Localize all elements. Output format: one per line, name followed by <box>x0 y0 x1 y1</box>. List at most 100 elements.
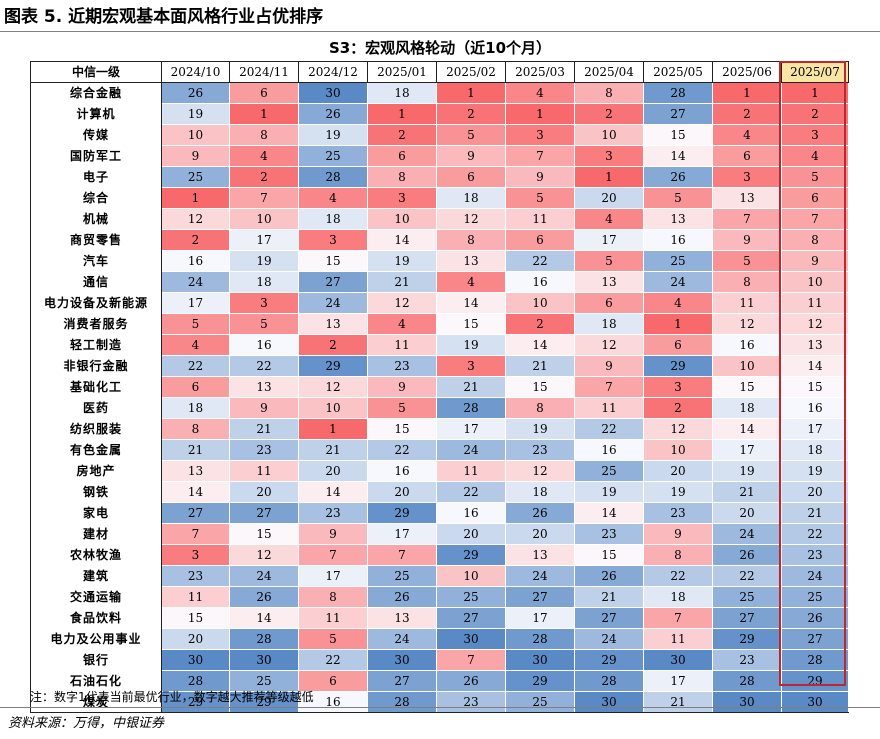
rank-cell: 29 <box>781 670 849 692</box>
rank-cell: 7 <box>161 523 230 545</box>
rank-cell: 23 <box>712 649 782 671</box>
rank-cell: 1 <box>161 187 230 209</box>
rank-cell: 10 <box>574 124 644 146</box>
industry-label: 传媒 <box>30 124 162 146</box>
table-row: 综合金融 26 6 30 18 1 4 8 28 1 1 <box>30 82 849 104</box>
rank-cell: 24 <box>367 628 437 650</box>
rank-cell: 4 <box>367 313 437 335</box>
rank-cell: 30 <box>161 649 230 671</box>
rank-cell: 1 <box>712 82 782 104</box>
industry-label: 交通运输 <box>30 586 162 608</box>
rank-cell: 28 <box>161 670 230 692</box>
table-row: 消费者服务 5 5 13 4 15 2 18 1 12 12 <box>30 313 849 335</box>
heatmap-table: 中信一级 2024/10 2024/11 2024/12 2025/01 2025/02… <box>30 61 849 713</box>
column-header: 2024/11 <box>229 61 299 83</box>
rank-cell: 5 <box>298 628 368 650</box>
rank-cell: 12 <box>436 208 506 230</box>
rank-cell: 19 <box>505 418 575 440</box>
rank-cell: 22 <box>298 649 368 671</box>
rank-cell: 18 <box>781 439 849 461</box>
rank-cell: 3 <box>643 376 713 398</box>
table-row: 电力及公用事业 20 28 5 24 30 28 24 11 29 27 <box>30 628 849 650</box>
rank-cell: 15 <box>505 376 575 398</box>
rank-cell: 4 <box>505 82 575 104</box>
rank-cell: 3 <box>574 145 644 167</box>
rank-cell: 26 <box>781 607 849 629</box>
rank-cell: 29 <box>574 649 644 671</box>
rank-cell: 26 <box>643 166 713 188</box>
rank-cell: 4 <box>229 145 299 167</box>
rank-cell: 30 <box>367 649 437 671</box>
table-row: 交通运输 11 26 8 26 25 27 21 18 25 25 <box>30 586 849 608</box>
rank-cell: 17 <box>505 607 575 629</box>
rank-cell: 17 <box>298 565 368 587</box>
rank-cell: 9 <box>574 355 644 377</box>
rank-cell: 18 <box>712 397 782 419</box>
rank-cell: 7 <box>643 607 713 629</box>
rank-cell: 21 <box>643 691 713 713</box>
rank-cell: 2 <box>643 397 713 419</box>
rank-cell: 17 <box>574 229 644 251</box>
rank-cell: 5 <box>436 124 506 146</box>
rank-cell: 25 <box>436 586 506 608</box>
industry-label: 消费者服务 <box>30 313 162 335</box>
rank-cell: 24 <box>298 292 368 314</box>
column-header: 2025/04 <box>574 61 644 83</box>
rank-cell: 17 <box>643 670 713 692</box>
rank-cell: 5 <box>712 250 782 272</box>
rank-cell: 16 <box>161 250 230 272</box>
rank-cell: 30 <box>574 691 644 713</box>
rank-cell: 26 <box>712 544 782 566</box>
table-row: 商贸零售 2 17 3 14 8 6 17 16 9 8 <box>30 229 849 251</box>
column-header: 2025/05 <box>643 61 713 83</box>
rank-cell: 30 <box>436 628 506 650</box>
rank-cell: 27 <box>574 607 644 629</box>
rank-cell: 18 <box>367 82 437 104</box>
rank-cell: 7 <box>436 649 506 671</box>
rank-cell: 16 <box>574 439 644 461</box>
rank-cell: 1 <box>436 82 506 104</box>
rank-cell: 27 <box>712 607 782 629</box>
rank-cell: 10 <box>298 397 368 419</box>
table-row: 电力设备及新能源 17 3 24 12 14 10 6 4 11 11 <box>30 292 849 314</box>
rank-cell: 10 <box>161 124 230 146</box>
rank-cell: 29 <box>505 670 575 692</box>
rank-cell: 17 <box>367 523 437 545</box>
rank-cell: 14 <box>367 229 437 251</box>
rank-cell: 6 <box>367 145 437 167</box>
rank-cell: 20 <box>367 481 437 503</box>
rank-cell: 21 <box>574 586 644 608</box>
rank-cell: 24 <box>574 628 644 650</box>
rank-cell: 30 <box>781 691 849 713</box>
rank-cell: 26 <box>505 502 575 524</box>
rank-cell: 11 <box>712 292 782 314</box>
rank-cell: 21 <box>505 355 575 377</box>
rank-cell: 20 <box>298 460 368 482</box>
rank-cell: 19 <box>229 250 299 272</box>
rank-cell: 16 <box>643 229 713 251</box>
rank-cell: 9 <box>161 145 230 167</box>
rank-cell: 5 <box>229 313 299 335</box>
rank-cell: 6 <box>643 334 713 356</box>
table-row: 基础化工 6 13 12 9 21 15 7 3 15 15 <box>30 376 849 398</box>
rank-cell: 18 <box>229 271 299 293</box>
rank-cell: 19 <box>367 250 437 272</box>
column-header: 2025/03 <box>505 61 575 83</box>
rank-cell: 5 <box>643 187 713 209</box>
rank-cell: 28 <box>712 670 782 692</box>
rank-cell: 22 <box>712 565 782 587</box>
table-row: 有色金属 21 23 21 22 24 23 16 10 17 18 <box>30 439 849 461</box>
rank-cell: 24 <box>643 271 713 293</box>
rank-cell: 25 <box>229 670 299 692</box>
rank-cell: 6 <box>161 376 230 398</box>
rank-cell: 12 <box>712 313 782 335</box>
rank-cell: 29 <box>367 502 437 524</box>
rank-cell: 5 <box>505 187 575 209</box>
rank-cell: 26 <box>574 565 644 587</box>
table-row: 房地产 13 11 20 16 11 12 25 20 19 19 <box>30 460 849 482</box>
rank-cell: 2 <box>781 103 849 125</box>
rank-cell: 6 <box>781 187 849 209</box>
rank-cell: 23 <box>505 439 575 461</box>
industry-label: 通信 <box>30 271 162 293</box>
rank-cell: 23 <box>574 523 644 545</box>
